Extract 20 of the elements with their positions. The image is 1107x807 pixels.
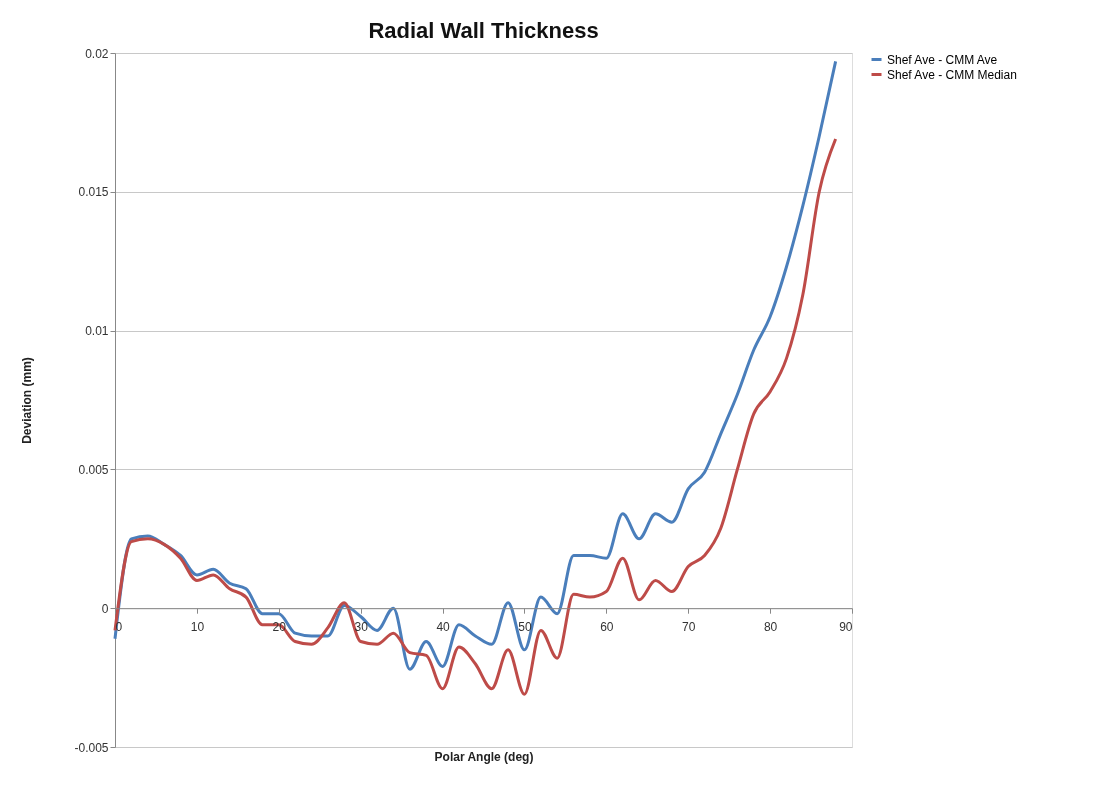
x-tick-label: 90 xyxy=(839,619,853,634)
x-tick-label: 60 xyxy=(600,619,614,634)
x-tick-label: 80 xyxy=(763,619,778,634)
legend-label: Shef Ave - CMM Ave xyxy=(887,52,998,67)
line-series xyxy=(113,59,838,671)
y-axis-title: Deviation (mm) xyxy=(20,357,35,444)
y-tick-label: 0.01 xyxy=(85,324,109,339)
x-tick-label: 30 xyxy=(354,619,369,634)
y-tick-label: 0.005 xyxy=(78,462,109,477)
chart-title: Radial Wall Thickness xyxy=(368,18,599,43)
x-tick-label: 10 xyxy=(190,619,205,634)
x-tick-label: 40 xyxy=(436,619,451,634)
line-series xyxy=(113,137,838,696)
y-tick-label: 0.015 xyxy=(78,185,109,200)
x-tick-label: 70 xyxy=(682,619,696,634)
y-tick-label: -0.005 xyxy=(74,740,109,755)
y-tick-label: 0 xyxy=(101,601,109,616)
x-axis-title: Polar Angle (deg) xyxy=(434,749,534,764)
y-tick-label: 0.02 xyxy=(85,46,109,61)
legend-label: Shef Ave - CMM Median xyxy=(887,67,1017,82)
